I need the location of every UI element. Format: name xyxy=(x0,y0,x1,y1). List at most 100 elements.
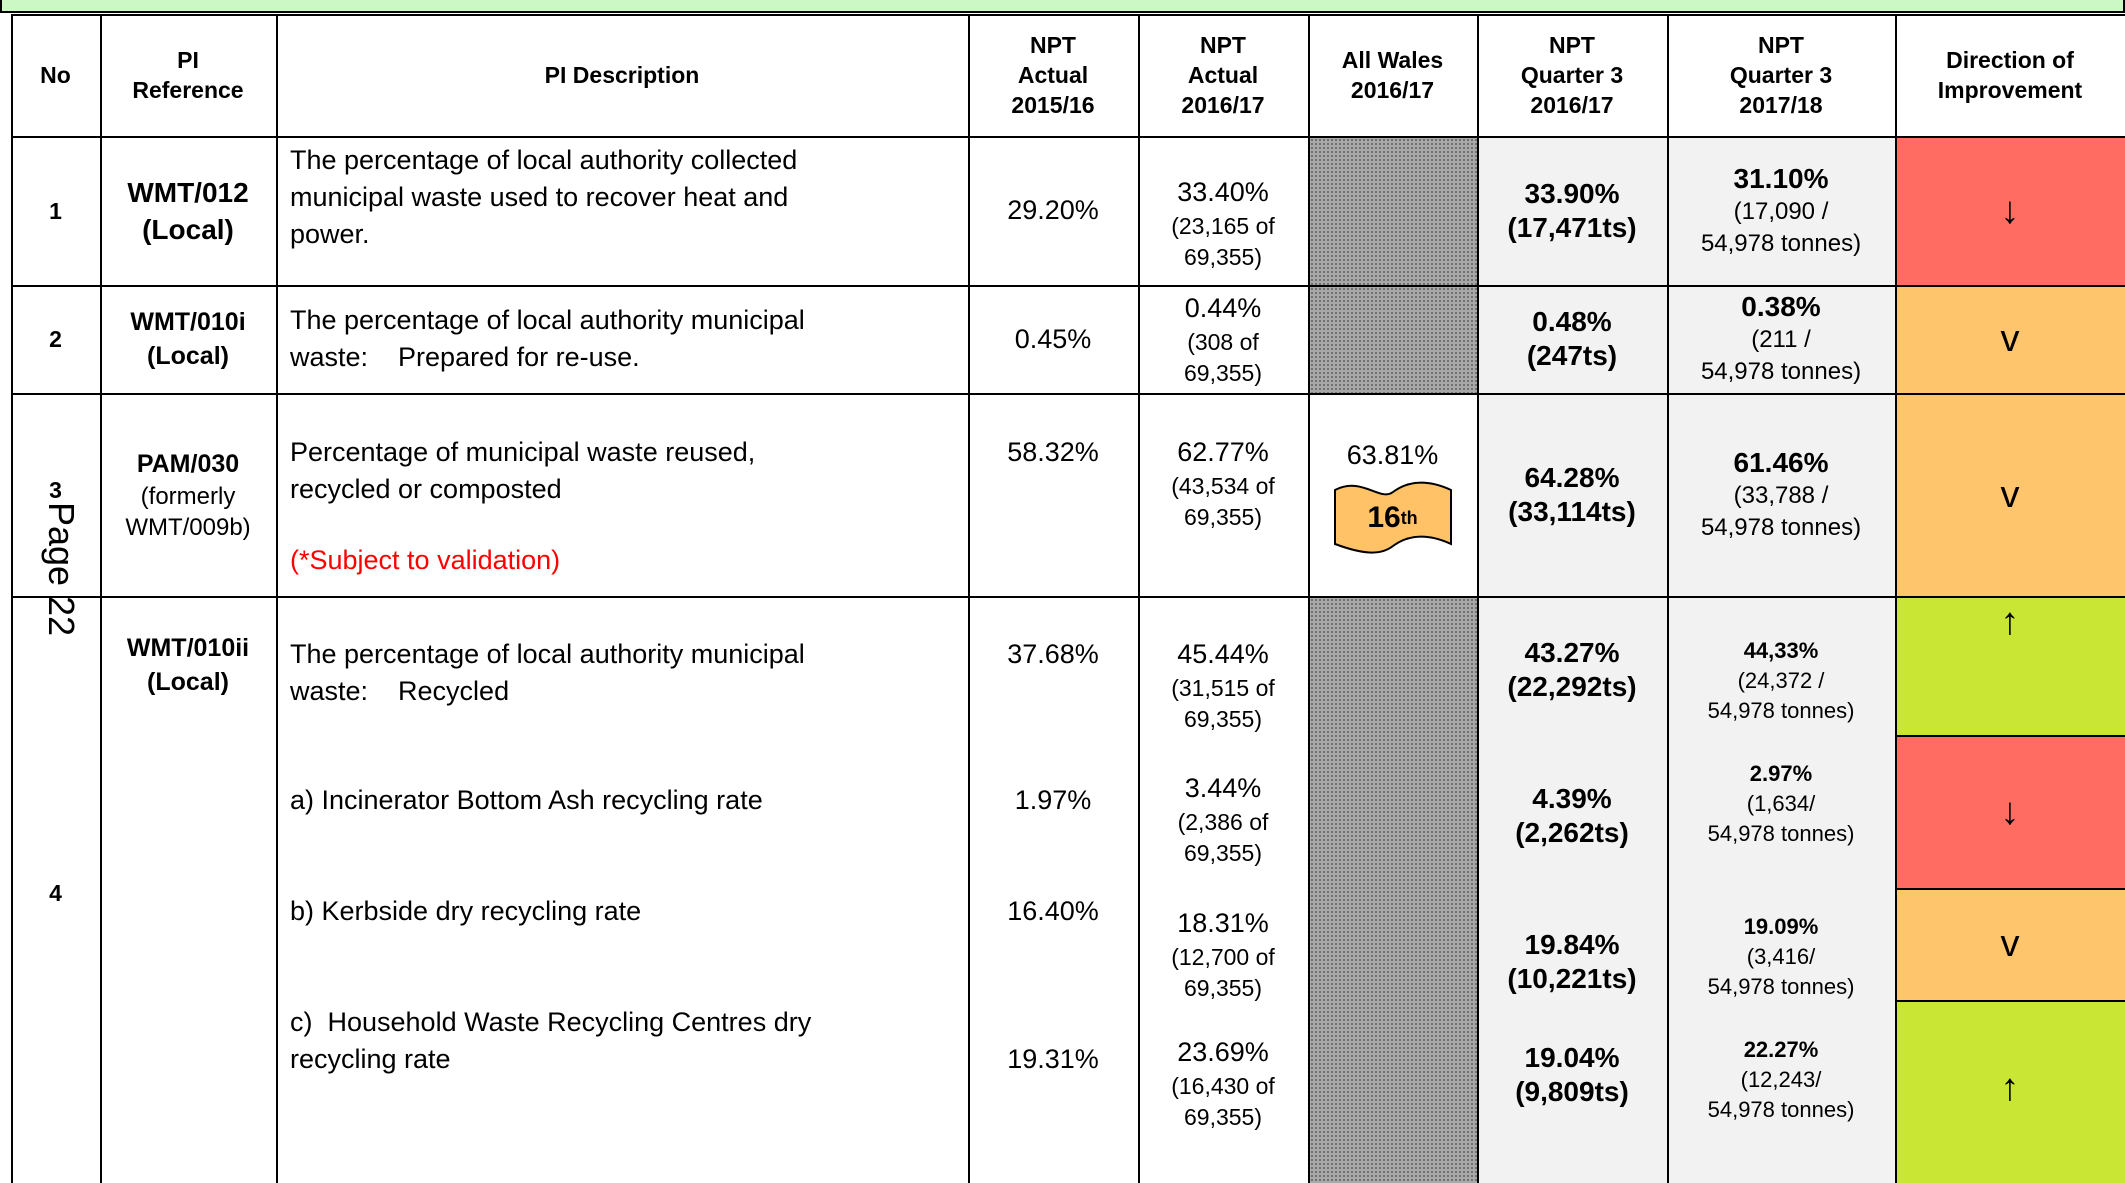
pi-description: c) Household Waste Recycling Centres dry… xyxy=(290,1007,812,1074)
value: 33.40% xyxy=(1177,177,1269,207)
cell-text: 22.27% (12,243/ 54,978 tonnes) xyxy=(1667,1000,1895,1183)
value-detail: (24,372 / 54,978 tonnes) xyxy=(1707,668,1855,723)
value: 4.39% (2,262ts) xyxy=(1515,783,1629,848)
direction-symbol: v xyxy=(2000,318,2020,360)
cell-text: ↓ xyxy=(1895,136,2125,285)
direction-symbol: ↓ xyxy=(2000,790,2020,833)
cell-text: NPT Actual 2016/17 xyxy=(1138,14,1308,136)
value: 29.20% xyxy=(1007,195,1099,225)
value: 44,33% xyxy=(1743,638,1819,663)
direction-symbol: v xyxy=(2000,473,2020,516)
value: 16.40% xyxy=(1007,896,1099,926)
pi-description: The percentage of local authority munici… xyxy=(290,305,805,372)
cell xyxy=(100,393,278,598)
cell xyxy=(1138,596,1310,1183)
direction-cell xyxy=(1895,393,2125,598)
pi-description: The percentage of local authority munici… xyxy=(290,639,805,706)
value: 1.97% xyxy=(1014,785,1092,815)
direction-symbol: ↑ xyxy=(2000,1067,2020,1109)
cell-text: 19.84% (10,221ts) xyxy=(1477,888,1667,1000)
value: 63.81% xyxy=(1346,440,1439,470)
cell-text: 2.97% (1,634/ 54,978 tonnes) xyxy=(1667,735,1895,888)
cell-text: c) Household Waste Recycling Centres dry… xyxy=(276,1000,968,1183)
cell xyxy=(100,285,278,395)
cell-text: Direction of Improvement xyxy=(1895,14,2125,136)
value: 61.46% xyxy=(1733,446,1829,478)
cell xyxy=(276,596,970,1183)
cell-text: 31.10% (17,090 / 54,978 tonnes) xyxy=(1667,136,1895,285)
cell xyxy=(1477,285,1669,395)
cell-text: 3 xyxy=(11,393,100,596)
header-cell xyxy=(1477,14,1669,138)
cell-text: ↑ xyxy=(1895,596,2125,735)
header-cell xyxy=(1667,14,1897,138)
row-number: 3 xyxy=(49,477,62,503)
value-detail: (23,165 of 69,355) xyxy=(1171,213,1275,270)
cell-text: PI Reference xyxy=(100,14,276,136)
value: 23.69% xyxy=(1177,1037,1269,1067)
value: 3.44% xyxy=(1184,773,1262,803)
cell xyxy=(1308,596,1479,1183)
cell-text: 4 xyxy=(11,596,100,1183)
value: 62.77% xyxy=(1177,437,1269,467)
header-label: Direction of Improvement xyxy=(1937,47,2083,103)
value-detail: (2,386 of 69,355) xyxy=(1177,809,1269,866)
value-detail: (43,534 of 69,355) xyxy=(1171,473,1275,530)
cell-text: No xyxy=(11,14,100,136)
rank-suffix: th xyxy=(1400,507,1418,528)
cell-text: The percentage of local authority munici… xyxy=(276,596,968,735)
cell xyxy=(1138,285,1310,395)
cell-text: 19.09% (3,416/ 54,978 tonnes) xyxy=(1667,888,1895,1000)
header-cell xyxy=(1308,14,1479,138)
header-label: No xyxy=(40,62,71,88)
direction-symbol: ↓ xyxy=(2000,189,2020,232)
value-detail: (12,243/ 54,978 tonnes) xyxy=(1707,1067,1855,1122)
value: 0.44% xyxy=(1184,292,1262,323)
cell-text: 33.40% (23,165 of 69,355) xyxy=(1138,136,1308,285)
value-detail: (3,416/ 54,978 tonnes) xyxy=(1707,944,1855,999)
cell-text: PI Description xyxy=(276,14,968,136)
cell-text: 1.97% xyxy=(968,735,1138,888)
value-detail: (33,788 / 54,978 tonnes) xyxy=(1700,481,1862,541)
pi-reference: PAM/030 xyxy=(136,449,240,478)
cell-text: 3.44% (2,386 of 69,355) xyxy=(1138,735,1308,888)
cell xyxy=(1138,393,1310,598)
cell-text: a) Incinerator Bottom Ash recycling rate xyxy=(276,735,968,888)
cell-text: WMT/010ii (Local) xyxy=(100,596,276,1183)
value: 64.28% (33,114ts) xyxy=(1508,461,1636,527)
value: 58.32% xyxy=(1007,437,1099,467)
cell-text: 1 xyxy=(11,136,100,285)
value-detail: (16,430 of 69,355) xyxy=(1171,1073,1275,1130)
cell-text: 19.04% (9,809ts) xyxy=(1477,1000,1667,1183)
rank-value: 16 xyxy=(1367,501,1401,534)
cell-text: 4.39% (2,262ts) xyxy=(1477,735,1667,888)
cell-text: PAM/030 (formerly WMT/009b) xyxy=(100,393,276,596)
value: 18.31% xyxy=(1177,908,1269,938)
cell-text: 0.48% (247ts) xyxy=(1477,285,1667,393)
header-label: All Wales 2016/17 xyxy=(1341,47,1444,103)
value: 31.10% xyxy=(1733,162,1829,194)
cell-text: The percentage of local authority munici… xyxy=(276,285,968,393)
pi-reference-note: (formerly WMT/009b) xyxy=(125,482,251,541)
cell xyxy=(968,136,1140,287)
banner xyxy=(0,0,2125,13)
cell-text: v xyxy=(1895,285,2125,393)
pi-description: b) Kerbside dry recycling rate xyxy=(290,896,642,926)
cell-text: 37.68% xyxy=(968,596,1138,735)
cell-text: ↑ xyxy=(1895,1000,2125,1183)
value-detail: (12,700 of 69,355) xyxy=(1171,944,1275,1001)
cell xyxy=(1667,393,1897,598)
cell-text: 0.45% xyxy=(968,285,1138,393)
row-number: 1 xyxy=(49,197,62,224)
cell xyxy=(968,596,1140,1183)
pi-reference: WMT/010i (Local) xyxy=(130,308,246,370)
value: 2.97% xyxy=(1749,761,1813,786)
direction-cell xyxy=(1895,285,2125,395)
cell xyxy=(100,596,278,1183)
cell-text: NPT Actual 2015/16 xyxy=(968,14,1138,136)
value: 0.38% xyxy=(1741,291,1821,322)
cell xyxy=(968,393,1140,598)
